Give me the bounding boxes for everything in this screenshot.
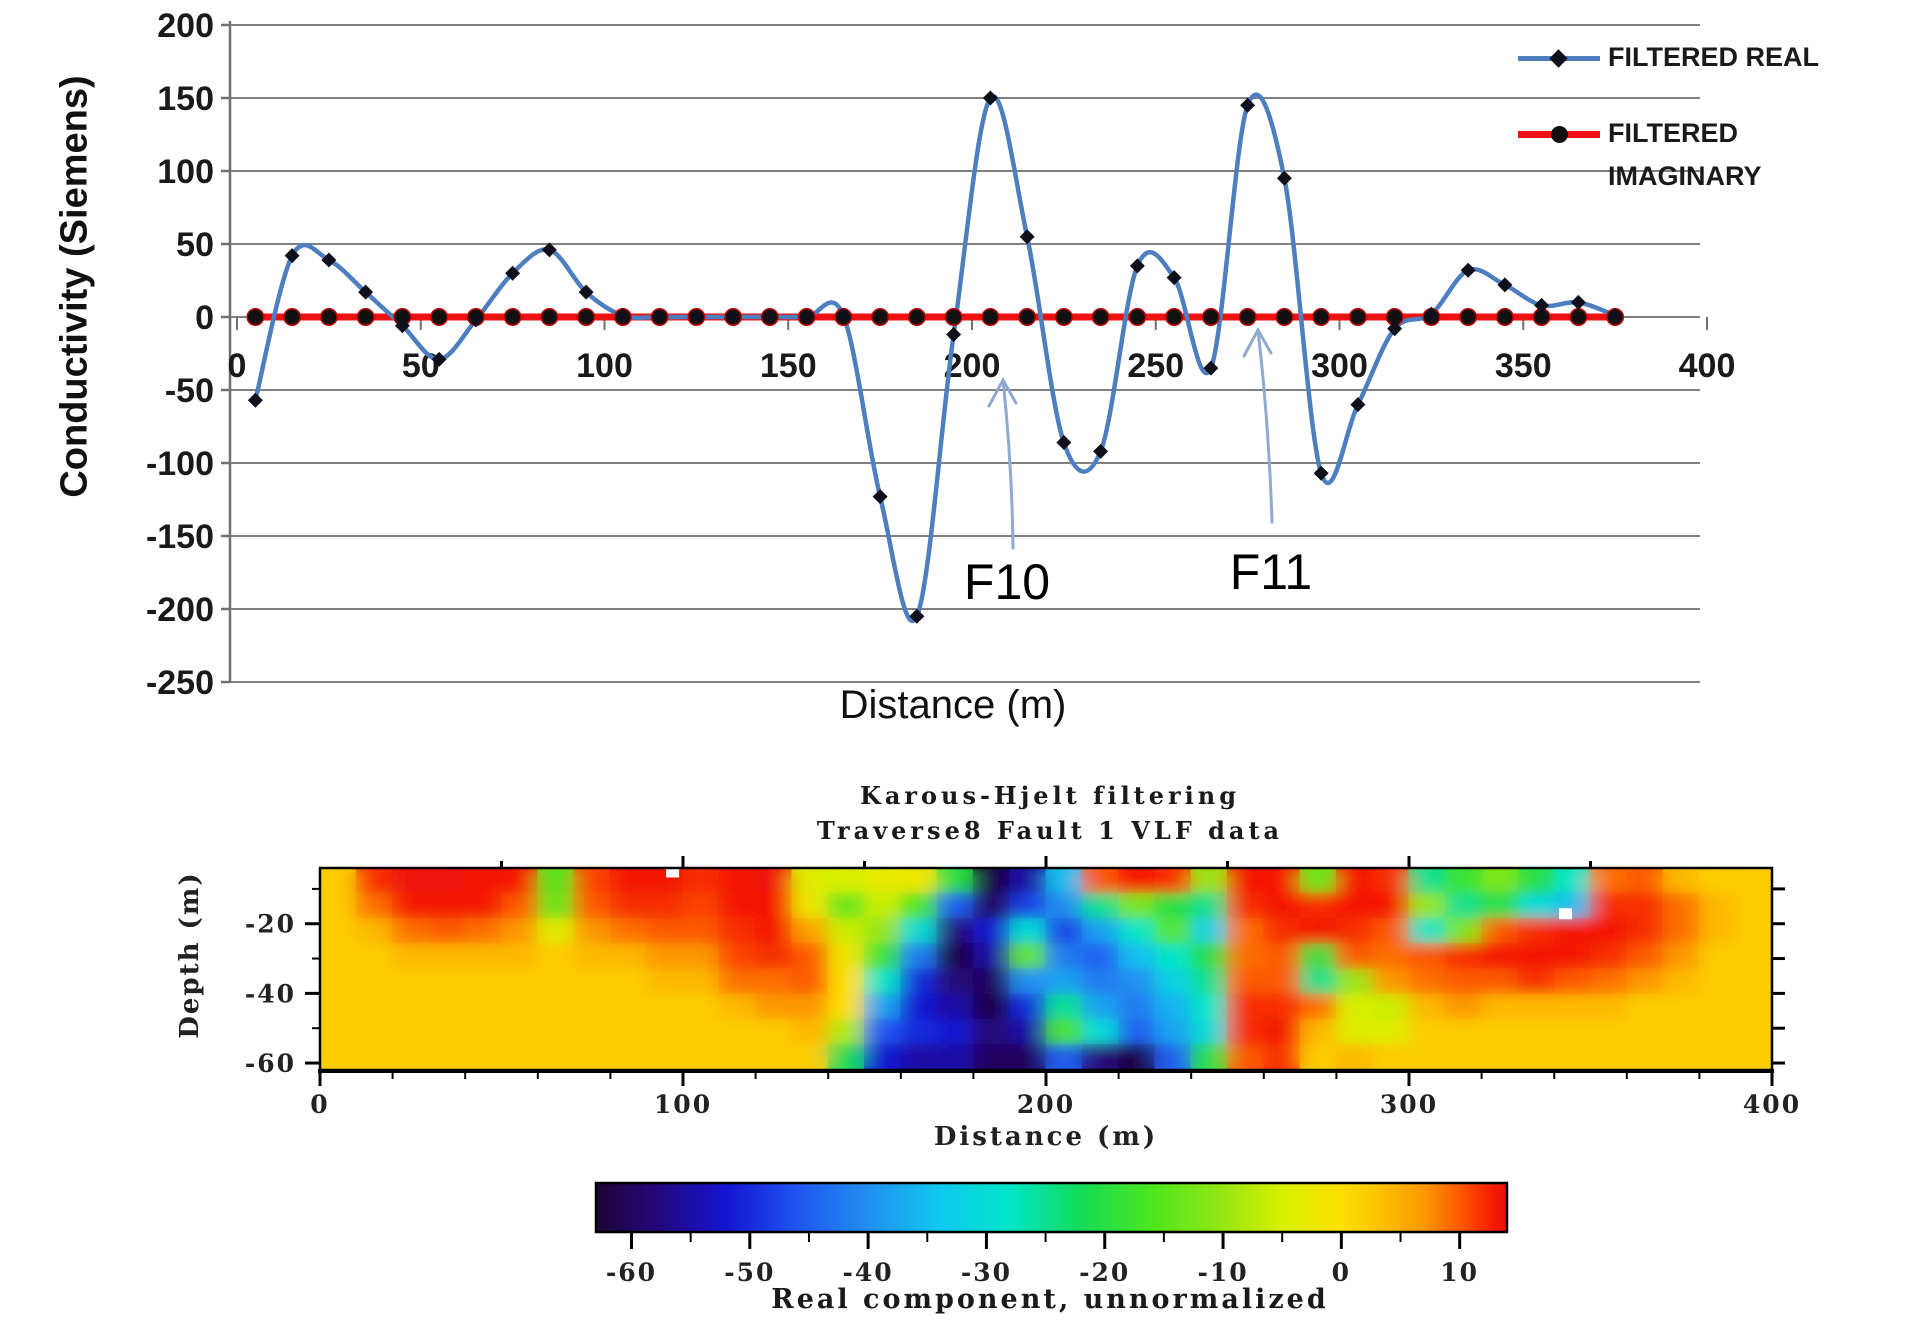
colorbar-tick-label: 0 — [1332, 1258, 1351, 1287]
y-tick-label: 100 — [157, 153, 214, 191]
annotation-f11: F11 — [1229, 544, 1313, 600]
heatmap-x-tick-label: 200 — [1017, 1090, 1075, 1119]
x-tick-label: 300 — [1311, 347, 1368, 385]
colorbar-tick-label: -20 — [1079, 1258, 1130, 1287]
x-tick-label: 350 — [1495, 347, 1552, 385]
heatmap-x-axis-title: Distance (m) — [933, 1122, 1159, 1152]
colorbar-tick-label: -60 — [606, 1258, 657, 1287]
legend-label-real: FILTERED REAL — [1608, 42, 1819, 72]
x-tick-label: 0 — [228, 347, 247, 385]
legend-label-imaginary-line2: IMAGINARY — [1608, 161, 1762, 191]
x-tick-label: 250 — [1127, 347, 1184, 385]
y-axis-title: Conductivity (Siemens) — [53, 75, 96, 498]
x-tick-label: 150 — [760, 347, 817, 385]
y-tick-label: 0 — [195, 299, 214, 337]
depth-tick-label: -60 — [245, 1049, 296, 1078]
heatmap-x-tick-label: 0 — [310, 1090, 329, 1119]
legend-entry-filtered-real: FILTERED REAL — [1518, 36, 1819, 79]
series-filtered-real — [253, 92, 1616, 624]
heatmap-x-tick-label: 100 — [654, 1090, 712, 1119]
colorbar-tick-label: 10 — [1440, 1258, 1479, 1287]
depth-axis-title: Depth (m) — [175, 871, 205, 1039]
y-tick-label: -50 — [165, 372, 214, 410]
heatmap-section: 0 100 200 300 400-20-40-60-60 -50 -40 -30 -20 -10… — [245, 856, 1801, 1287]
colorbar-tick-label: -10 — [1197, 1258, 1248, 1287]
legend-label-imaginary-line1: FILTERED — [1608, 118, 1738, 148]
diamond-marker-icon — [1549, 48, 1568, 68]
markers-filtered-real — [247, 90, 1623, 624]
colorbar-tick-label: -30 — [961, 1258, 1012, 1287]
y-tick-label: -250 — [146, 664, 214, 702]
blanked-speck — [1559, 908, 1573, 920]
heat-cells-smoothed — [320, 868, 1772, 1070]
depth-tick-label: -40 — [245, 979, 296, 1008]
y-tick-label: -150 — [146, 518, 214, 556]
y-tick-label: 200 — [157, 7, 214, 45]
fault-arrows — [987, 326, 1274, 550]
depth-tick-label: -20 — [245, 910, 296, 939]
y-tick-label: -200 — [146, 591, 214, 629]
blanked-speck — [666, 866, 680, 878]
x-tick-label: 400 — [1679, 347, 1736, 385]
y-tick-label: 150 — [157, 80, 214, 118]
colorbar-caption: Real component, unnormalized — [771, 1284, 1329, 1315]
colorbar-tick-label: -40 — [843, 1258, 894, 1287]
top-chart: 200 150 100 50 0 -50 -100 -150 -200 -250 0 50 100 150… — [146, 7, 1735, 702]
heatmap-title-line2: Traverse8 Fault 1 VLF data — [816, 816, 1284, 845]
x-tick-label: 50 — [402, 347, 440, 385]
y-tick-label: -100 — [146, 445, 214, 483]
heatmap-x-tick-label: 300 — [1380, 1090, 1438, 1119]
heatmap-x-tick-label: 400 — [1743, 1090, 1801, 1119]
legend-label-imaginary: FILTERED IMAGINARY — [1608, 112, 1762, 198]
legend-entry-filtered-imaginary: FILTERED IMAGINARY — [1518, 112, 1762, 198]
legend-sample-imag — [1518, 120, 1600, 148]
colorbar — [594, 1181, 1509, 1234]
legend-sample-real — [1518, 44, 1600, 72]
heatmap-title-line1: Karous-Hjelt filtering — [859, 781, 1241, 810]
y-tick-label: 50 — [176, 226, 214, 264]
x-axis-title: Distance (m) — [839, 683, 1067, 727]
circle-marker-icon — [1551, 126, 1568, 143]
annotation-f10: F10 — [963, 554, 1051, 610]
heatmap-title: Karous-Hjelt filtering Traverse8 Fault 1… — [645, 778, 1455, 848]
colorbar-tick-label: -50 — [724, 1258, 775, 1287]
x-tick-label: 100 — [576, 347, 633, 385]
